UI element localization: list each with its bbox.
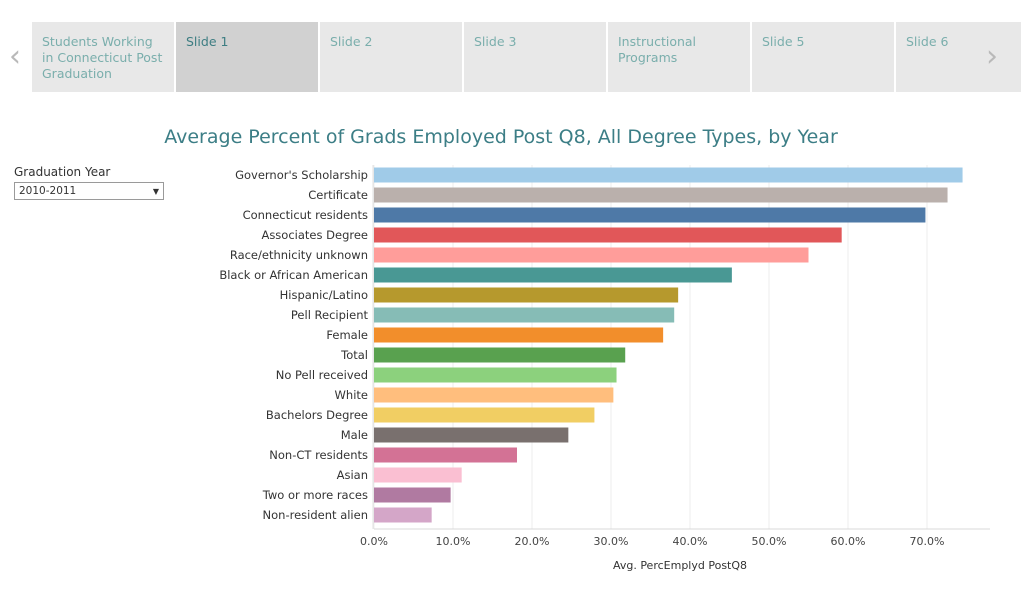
bar [374,167,963,183]
bar [374,227,842,243]
category-label: Non-resident alien [263,508,368,522]
category-label: Connecticut residents [243,208,368,222]
tick-label: 70.0% [910,535,945,548]
bar [374,447,517,463]
bar [374,267,732,283]
filter-label: Graduation Year [14,165,111,179]
category-label: Pell Recipient [291,308,369,322]
category-label: Male [341,428,368,442]
graduation-year-select[interactable]: 2010-2011 ▼ [14,182,164,200]
category-label: Non-CT residents [269,448,368,462]
bar [374,367,617,383]
tick-label: 20.0% [515,535,550,548]
x-axis-title: Avg. PercEmplyd PostQ8 [613,559,747,572]
tab-instructional-programs[interactable]: Instructional Programs [608,22,750,92]
category-label: Female [326,328,368,342]
bar [374,507,432,523]
chevron-left-icon[interactable]: ‹ [9,39,21,74]
category-label: Total [340,348,368,362]
graduation-year-value: 2010-2011 [19,185,77,197]
category-label: Bachelors Degree [266,408,368,422]
tab-slide-5[interactable]: Slide 5 [752,22,894,92]
story-tabs: Students Working in Connecticut Post Gra… [32,22,1021,92]
bar [374,467,462,483]
category-label: No Pell received [276,368,368,382]
bar [374,487,451,503]
tick-label: 30.0% [594,535,629,548]
tick-label: 40.0% [673,535,708,548]
category-label: Two or more races [262,488,368,502]
tick-label: 60.0% [831,535,866,548]
category-label: Asian [337,468,368,482]
category-label: Hispanic/Latino [280,288,368,302]
category-label: Black or African American [219,268,368,282]
chevron-right-icon[interactable]: › [986,39,998,74]
bar [374,187,948,203]
bar [374,307,675,323]
bar [374,287,679,303]
bar [374,207,926,223]
tab-slide-6[interactable]: Slide 6 [896,22,1021,92]
bar [374,427,569,443]
tick-label: 10.0% [436,535,471,548]
tab-slide-2[interactable]: Slide 2 [320,22,462,92]
bar [374,247,809,263]
category-label: White [335,388,368,402]
category-label: Governor's Scholarship [235,168,368,182]
category-label: Associates Degree [261,228,368,242]
chart-title: Average Percent of Grads Employed Post Q… [164,126,838,148]
bar [374,327,664,343]
bar [374,387,614,403]
tick-label: 0.0% [360,535,388,548]
category-label: Race/ethnicity unknown [230,248,368,262]
chevron-down-icon: ▼ [152,186,159,196]
bar [374,347,626,363]
bar [374,407,595,423]
tab-slide-1[interactable]: Slide 1 [176,22,318,92]
tab-students-working[interactable]: Students Working in Connecticut Post Gra… [32,22,174,92]
tab-slide-3[interactable]: Slide 3 [464,22,606,92]
tick-label: 50.0% [752,535,787,548]
category-label: Certificate [308,188,368,202]
